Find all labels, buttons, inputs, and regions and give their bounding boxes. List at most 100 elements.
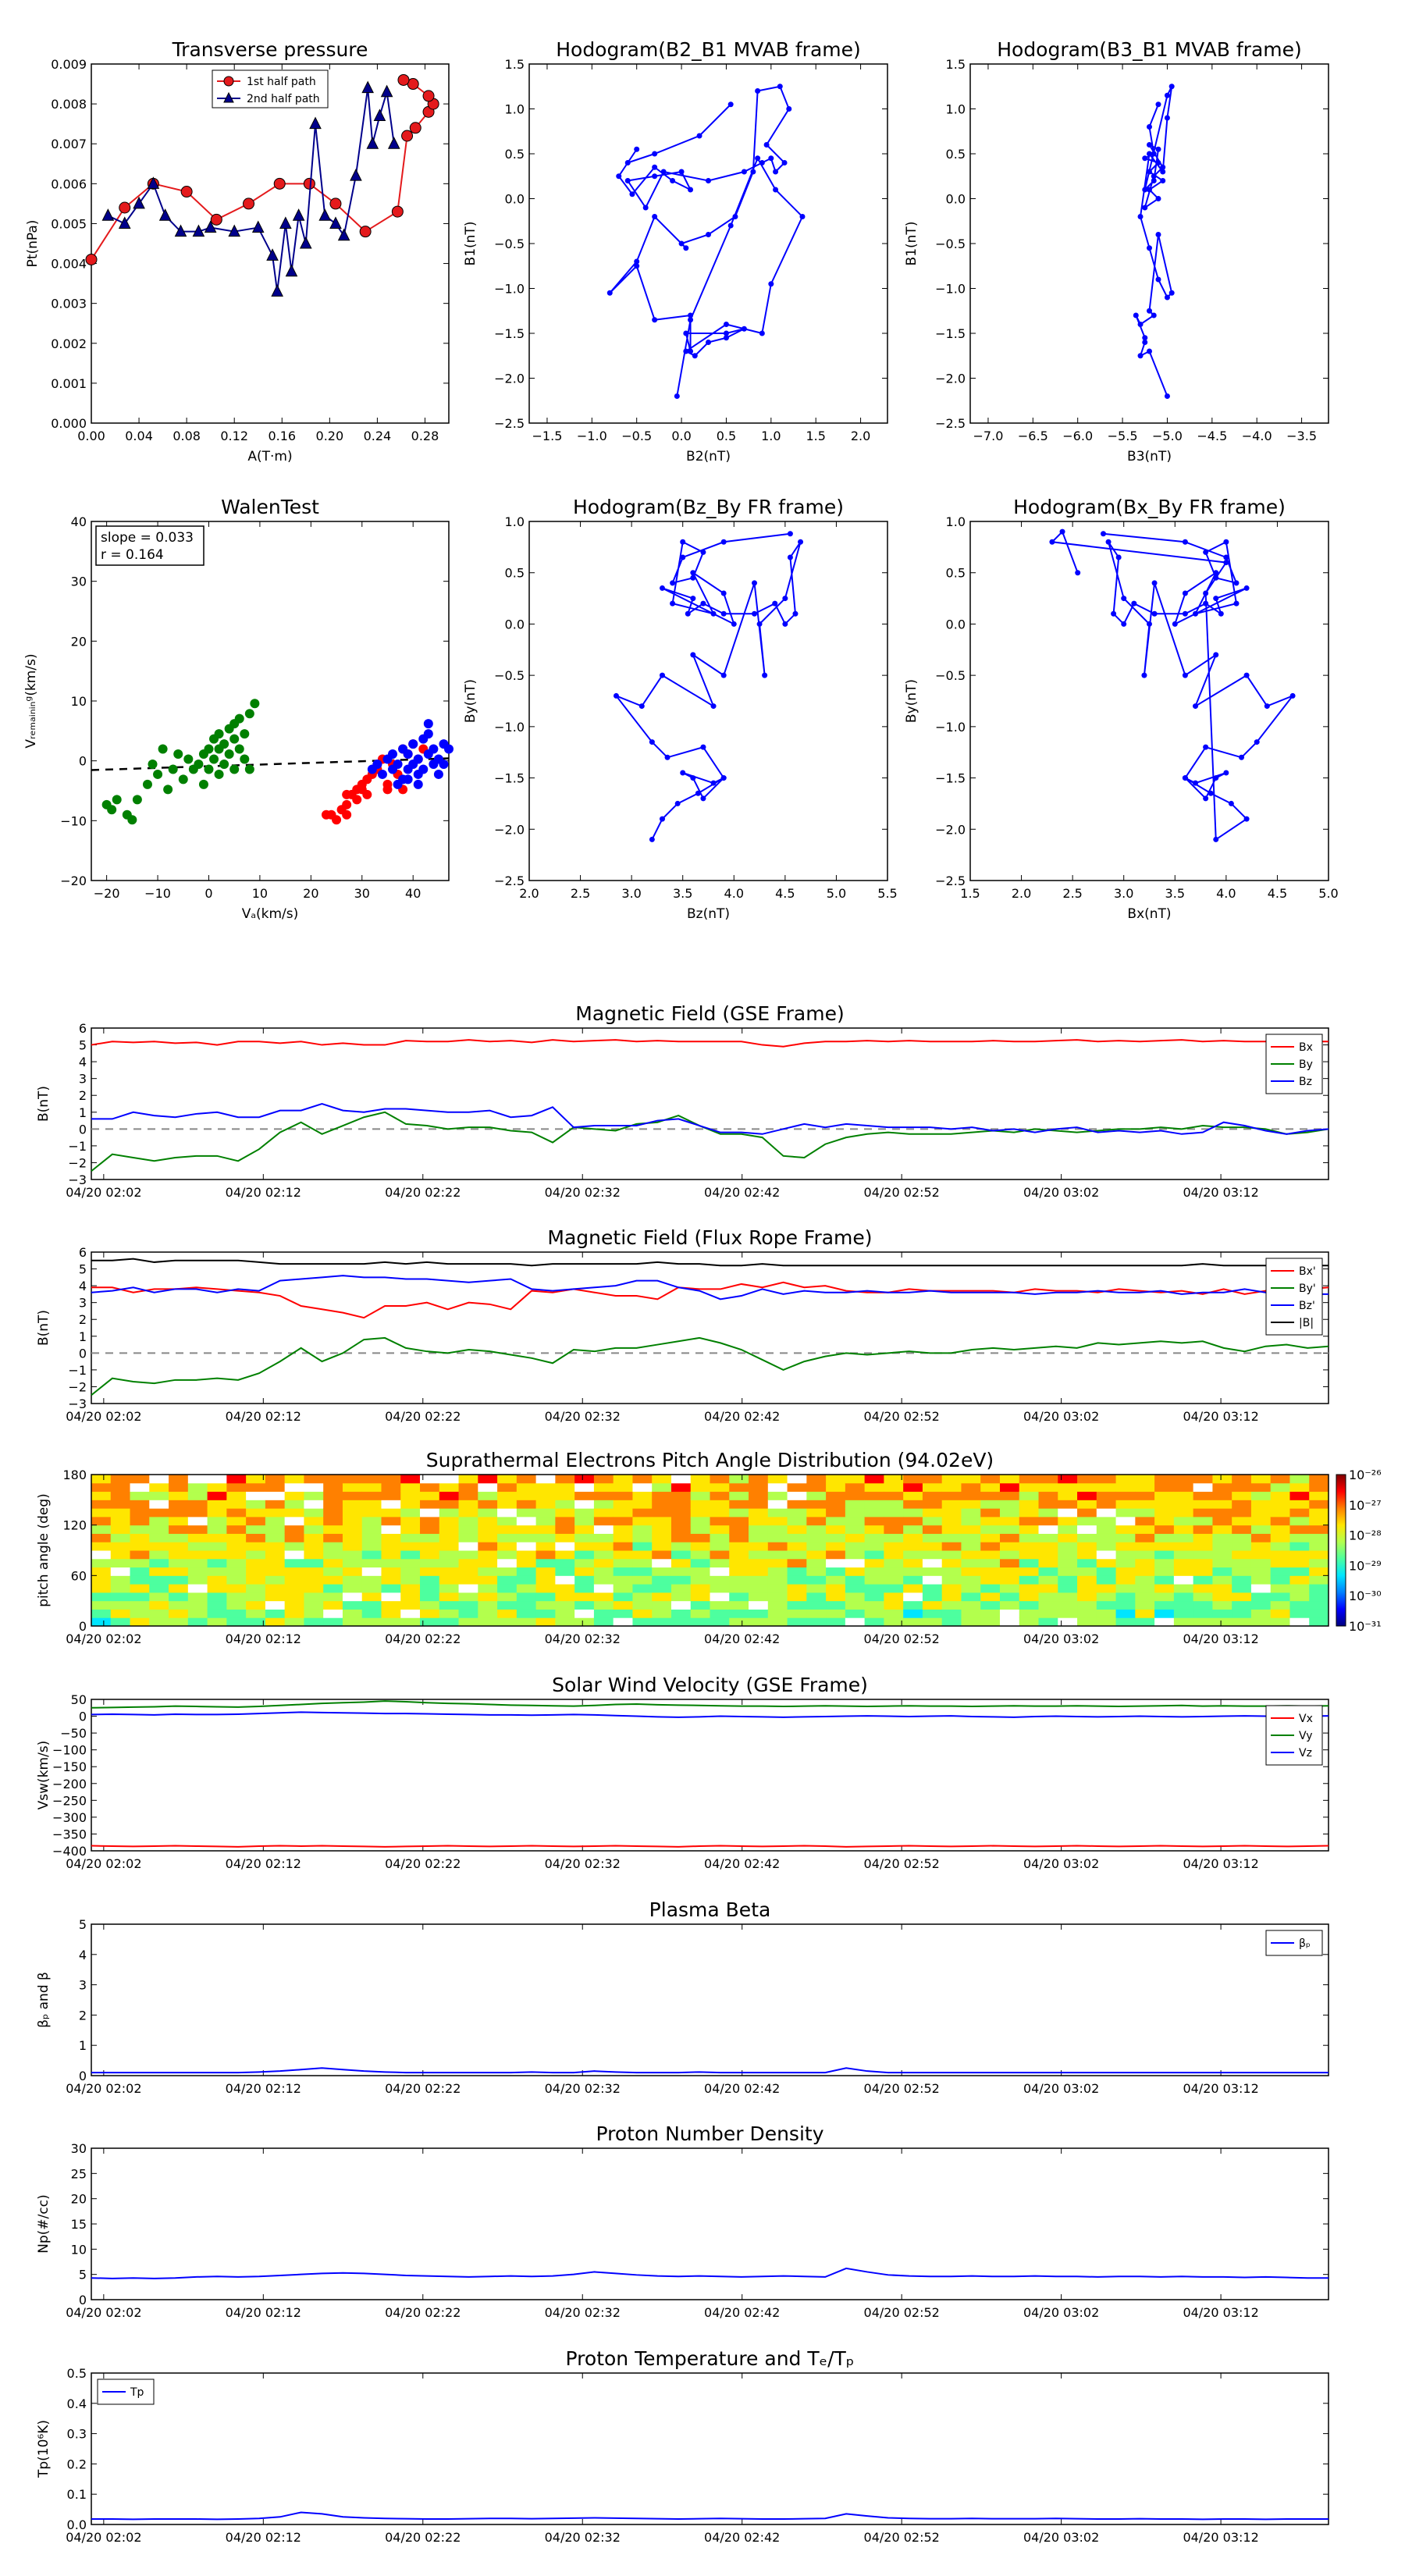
heatmap-cell xyxy=(169,1491,189,1500)
heatmap-cell xyxy=(593,1491,614,1500)
heatmap-cell xyxy=(903,1542,923,1551)
chart-vsw: Solar Wind Velocity (GSE Frame)−400−350−… xyxy=(36,1674,1329,1871)
heatmap-cell xyxy=(420,1617,440,1627)
heatmap-cell xyxy=(458,1542,478,1551)
heatmap-cell xyxy=(1038,1542,1058,1551)
heatmap-cell xyxy=(787,1533,807,1542)
data-point xyxy=(204,764,214,774)
time-tick-label: 04/20 03:02 xyxy=(1023,1185,1099,1200)
x-tick-label: −6.0 xyxy=(1062,429,1093,443)
heatmap-cell xyxy=(361,1482,382,1493)
data-point xyxy=(700,549,706,555)
heatmap-cell xyxy=(1077,1542,1097,1551)
heatmap-cell xyxy=(999,1491,1020,1500)
time-tick-label: 04/20 02:22 xyxy=(385,2081,461,2096)
x-tick-label: 0.16 xyxy=(268,429,296,443)
heatmap-cell xyxy=(613,1592,633,1602)
heatmap-cell xyxy=(1250,1558,1272,1568)
heatmap-cell xyxy=(903,1575,923,1585)
heatmap-cell xyxy=(1154,1558,1175,1568)
heatmap-cell xyxy=(361,1558,382,1568)
heatmap-cell xyxy=(400,1533,421,1542)
data-point xyxy=(303,177,315,190)
data-point xyxy=(1239,754,1245,760)
heatmap-cell xyxy=(1193,1584,1213,1593)
heatmap-cell xyxy=(922,1575,943,1585)
heatmap-cell xyxy=(323,1508,343,1517)
heatmap-cell xyxy=(91,1567,112,1576)
y-tick-label: 0.3 xyxy=(67,2427,87,2442)
heatmap-cell xyxy=(323,1482,343,1493)
heatmap-cell xyxy=(690,1575,710,1585)
data-point xyxy=(1151,580,1158,586)
heatmap-cell xyxy=(1077,1567,1097,1576)
heatmap-cell xyxy=(381,1525,401,1534)
heatmap-cell xyxy=(1173,1567,1194,1576)
legend-label: βₚ xyxy=(1299,1937,1311,1950)
y-tick-label: 25 xyxy=(71,2166,87,2181)
heatmap-cell xyxy=(1019,1508,1040,1517)
heatmap-cell xyxy=(555,1592,575,1602)
heatmap-cell xyxy=(749,1592,769,1602)
heatmap-cell xyxy=(749,1575,769,1585)
heatmap-cell xyxy=(1019,1475,1040,1484)
heatmap-cell xyxy=(91,1508,112,1517)
heatmap-cell xyxy=(478,1516,498,1526)
time-tick-label: 04/20 02:32 xyxy=(545,1631,621,1646)
heatmap-cell xyxy=(458,1500,478,1509)
heatmap-cell xyxy=(767,1600,788,1610)
time-tick-label: 04/20 02:02 xyxy=(66,2530,141,2545)
y-tick-label: 0.1 xyxy=(67,2487,87,2502)
heatmap-cell xyxy=(458,1508,478,1517)
heatmap-cell xyxy=(1212,1500,1232,1509)
heatmap-cell xyxy=(749,1500,769,1509)
time-tick-label: 04/20 02:52 xyxy=(864,1631,940,1646)
heatmap-cell xyxy=(1309,1516,1329,1526)
heatmap-cell xyxy=(903,1592,923,1602)
heatmap-cell xyxy=(1135,1508,1155,1517)
x-tick-label: 4.5 xyxy=(1268,886,1287,901)
heatmap-cell xyxy=(1250,1592,1272,1602)
heatmap-cell xyxy=(961,1500,981,1509)
heatmap-cell xyxy=(961,1558,981,1568)
heatmap-cell xyxy=(1173,1482,1194,1493)
heatmap-cell xyxy=(613,1575,633,1585)
heatmap-cell xyxy=(284,1542,304,1551)
data-point xyxy=(1105,539,1112,545)
heatmap-cell xyxy=(806,1609,827,1618)
heatmap-cell xyxy=(864,1516,884,1526)
heatmap-cell xyxy=(497,1516,518,1526)
heatmap-cell xyxy=(439,1567,460,1576)
y-tick-label: 1 xyxy=(79,1105,87,1120)
heatmap-cell xyxy=(187,1575,208,1585)
heatmap-cell xyxy=(400,1482,421,1493)
x-tick-label: −4.5 xyxy=(1197,429,1227,443)
heatmap-cell xyxy=(1038,1550,1058,1560)
y-tick-label: −2.5 xyxy=(494,873,525,888)
heatmap-cell xyxy=(1019,1516,1040,1526)
heatmap-cell xyxy=(1077,1491,1097,1500)
heatmap-cell xyxy=(593,1500,614,1509)
heatmap-cell xyxy=(613,1558,633,1568)
heatmap-cell xyxy=(420,1567,440,1576)
heatmap-cell xyxy=(632,1533,653,1542)
heatmap-cell xyxy=(999,1550,1020,1560)
heatmap-cell xyxy=(304,1482,324,1493)
data-point xyxy=(732,214,738,219)
heatmap-cell xyxy=(130,1475,150,1484)
heatmap-cell xyxy=(1232,1584,1252,1593)
heatmap-cell xyxy=(787,1617,807,1627)
data-point xyxy=(1213,775,1219,781)
heatmap-cell xyxy=(961,1609,981,1618)
y-tick-label: −300 xyxy=(52,1810,87,1825)
heatmap-cell xyxy=(458,1617,478,1627)
y-tick-label: 180 xyxy=(62,1468,87,1482)
data-point xyxy=(112,795,122,805)
heatmap-cell xyxy=(169,1567,189,1576)
heatmap-cell xyxy=(497,1550,518,1560)
data-point xyxy=(403,749,413,760)
heatmap-cell xyxy=(1309,1558,1329,1568)
chart-title: WalenTest xyxy=(221,496,319,518)
heatmap-cell xyxy=(1077,1482,1097,1493)
heatmap-cell xyxy=(478,1550,498,1560)
